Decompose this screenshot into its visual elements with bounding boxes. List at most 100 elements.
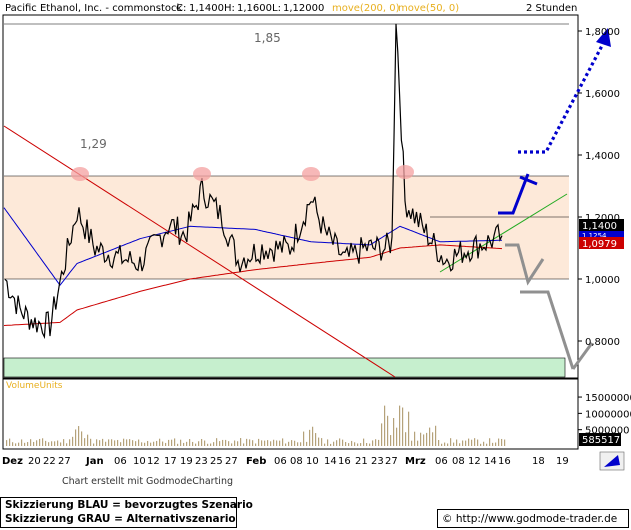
volume-bar <box>252 440 254 446</box>
downtrend-line <box>3 125 396 378</box>
volume-bar <box>333 441 335 446</box>
volume-bar <box>282 438 284 446</box>
volume-bar <box>258 438 260 446</box>
volume-bar <box>387 415 389 446</box>
x-tick-label: 12 <box>468 456 481 467</box>
volume-bar <box>342 439 344 446</box>
volume-bar <box>99 440 101 446</box>
volume-bar <box>33 441 35 446</box>
volume-bar <box>336 440 338 446</box>
ma200-line <box>3 244 503 326</box>
volume-bar <box>468 438 470 446</box>
x-tick-label: 22 <box>43 456 56 467</box>
last-price-badge <box>579 219 624 232</box>
volume-bar <box>219 441 221 446</box>
volume-bar <box>6 440 8 446</box>
source-url[interactable]: © http://www.godmode-trader.de <box>437 509 629 528</box>
volume-bar <box>18 442 20 446</box>
top-marker <box>193 167 211 181</box>
volume-bar <box>465 440 467 446</box>
x-tick-label: 27 <box>385 456 398 467</box>
volume-bar <box>222 439 224 446</box>
x-tick-label: 14 <box>324 456 337 467</box>
volume-bar <box>321 438 323 446</box>
price-axis: 1,8000 1,6000 1,4000 1,2000 1,0000 0,8000 <box>578 27 620 348</box>
ma50-line <box>3 207 502 287</box>
volume-bar <box>366 443 368 446</box>
x-tick-label: 08 <box>452 456 465 467</box>
volume-bar <box>156 440 158 446</box>
volume-bar <box>492 442 494 446</box>
volume-bar <box>60 442 62 446</box>
volume-bar <box>486 443 488 446</box>
volume-bar <box>264 440 266 446</box>
price-tick-label: 1,6000 <box>585 89 620 100</box>
volume-bar <box>381 423 383 446</box>
header-low-value: 1,1200 <box>283 3 318 14</box>
scenario-gray-target <box>520 290 575 370</box>
volume-bar <box>129 439 131 446</box>
volume-bar <box>177 443 179 446</box>
scenario-gray-path <box>505 243 545 286</box>
volume-bar <box>471 439 473 446</box>
volume-bar <box>429 427 431 446</box>
volume-bar <box>360 443 362 446</box>
volume-bar <box>351 440 353 446</box>
header-high-label: H: <box>224 3 235 14</box>
ma50-badge <box>579 231 624 238</box>
volume-bar <box>246 438 248 446</box>
price-line <box>4 23 503 340</box>
volume-bar <box>447 443 449 446</box>
x-tick-label: 16 <box>498 456 511 467</box>
scenario-blue-path <box>498 173 530 215</box>
volume-bar <box>174 438 176 446</box>
volume-bar <box>414 431 416 446</box>
ma200-badge <box>579 237 624 249</box>
volume-bar <box>78 426 80 446</box>
volume-bar <box>288 441 290 446</box>
header-close-value: 1,1400 <box>189 3 224 14</box>
volume-bar <box>384 405 386 446</box>
volume-bar <box>111 439 113 446</box>
volume-bar <box>75 429 77 446</box>
x-tick-label: Mrz <box>405 456 426 467</box>
volume-bar <box>444 442 446 446</box>
last-volume-badge <box>579 433 621 446</box>
last-volume-value: 585517 <box>582 435 620 446</box>
volume-bar <box>57 440 59 446</box>
volume-bar <box>393 418 395 446</box>
volume-bar <box>345 441 347 446</box>
volume-bar <box>267 440 269 446</box>
price-tick-label: 0,8000 <box>585 337 620 348</box>
volume-bar <box>165 442 167 446</box>
volume-bar <box>138 439 140 446</box>
x-tick-label: 23 <box>371 456 384 467</box>
volume-bar <box>108 439 110 446</box>
volume-bar <box>483 441 485 446</box>
volume-bar <box>348 443 350 446</box>
volume-bar <box>225 439 227 446</box>
scenario-blue-arrow <box>519 175 538 186</box>
x-tick-label: 12 <box>147 456 160 467</box>
volume-bar <box>303 431 305 446</box>
legend-gray: Skizzierung GRAU = Alternativszenario <box>5 513 236 525</box>
volume-bar <box>189 439 191 446</box>
volume-bar <box>270 441 272 446</box>
volume-bar <box>474 438 476 446</box>
top-marker <box>71 167 89 181</box>
volume-bar <box>114 440 116 446</box>
volume-bar <box>420 432 422 446</box>
volume-bar <box>396 427 398 446</box>
volume-bar <box>231 443 233 446</box>
volume-bar <box>378 439 380 446</box>
volume-bar <box>249 439 251 446</box>
price-tick-label: 1,8000 <box>585 27 620 38</box>
volume-bar <box>159 438 161 446</box>
volume-bar <box>357 443 359 446</box>
x-tick-label: 21 <box>355 456 368 467</box>
volume-bar <box>459 443 461 446</box>
volume-bar <box>12 442 14 446</box>
volume-bar <box>186 441 188 446</box>
volume-bar <box>51 441 53 446</box>
volume-bar <box>147 440 149 446</box>
